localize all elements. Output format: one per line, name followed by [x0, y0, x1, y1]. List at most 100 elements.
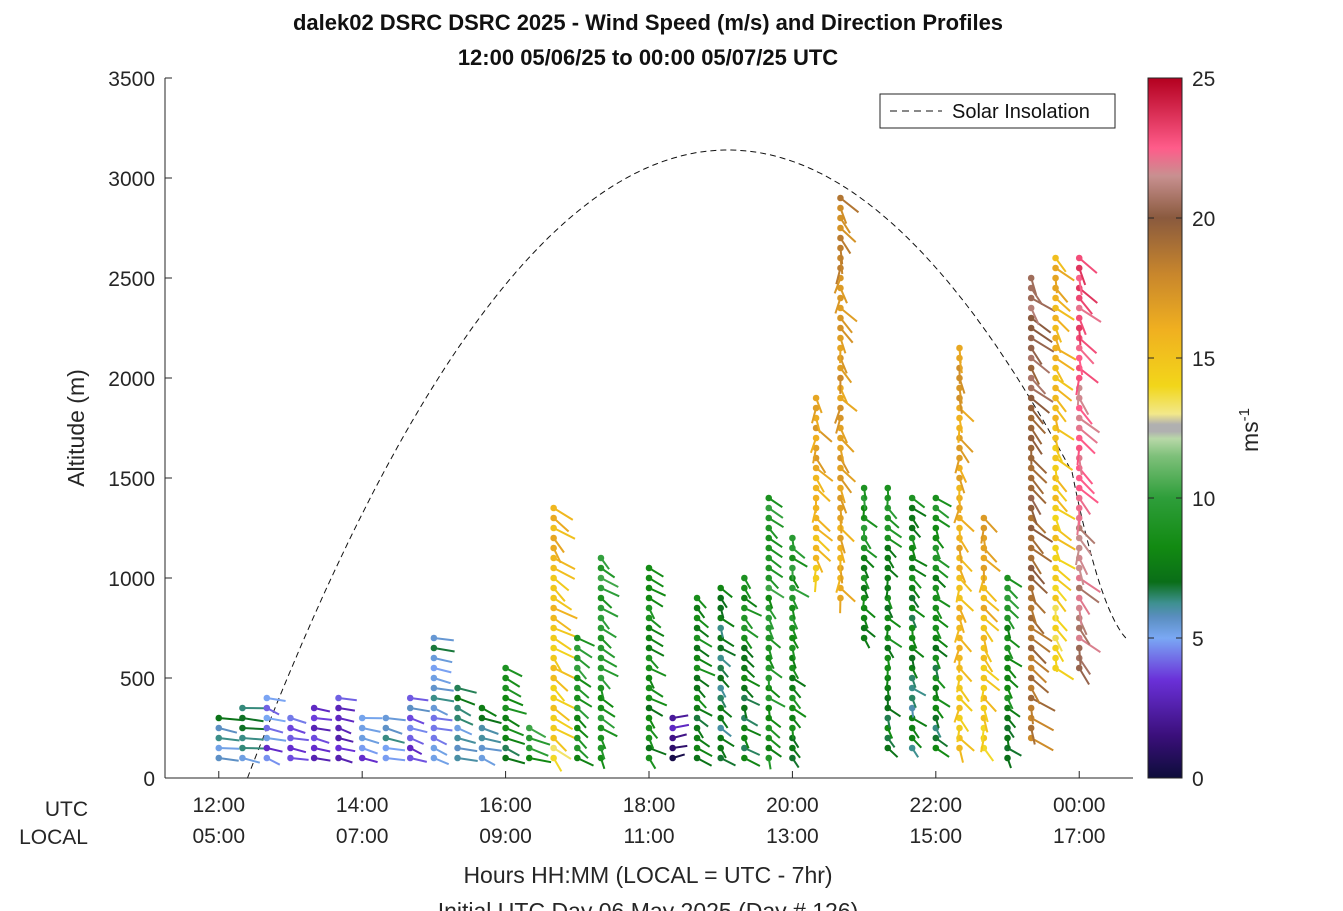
x-axis: 12:00 05:00 14:00 07:00 16:00 09:00 18:00 11:00…: [192, 771, 1106, 848]
wind-point: [956, 414, 963, 422]
wind-point: [502, 724, 509, 732]
wind-stick: [815, 527, 834, 542]
x-tick-label-utc: 14:00: [336, 794, 389, 817]
wind-point: [789, 554, 796, 562]
wind-point: [645, 684, 653, 692]
wind-point: [741, 584, 748, 592]
wind-point: [837, 314, 844, 322]
colorbar-unit: ms: [1237, 421, 1263, 452]
wind-point: [502, 714, 509, 722]
wind-point: [1052, 324, 1059, 332]
wind-point: [669, 754, 676, 762]
wind-point: [502, 734, 509, 742]
wind-point: [908, 574, 916, 582]
wind-stick: [1030, 547, 1053, 563]
wind-point: [1052, 534, 1059, 542]
wind-point: [454, 734, 461, 742]
wind-point: [550, 544, 557, 552]
wind-point: [741, 664, 748, 672]
wind-point: [789, 534, 796, 542]
x-tick-label-utc: 20:00: [766, 794, 819, 817]
wind-point: [310, 704, 318, 712]
wind-point: [741, 724, 748, 732]
wind-point: [765, 584, 773, 592]
plot-area: [165, 78, 1133, 778]
wind-stick: [1078, 537, 1092, 555]
wind-point: [908, 614, 916, 622]
wind-point: [1075, 584, 1083, 592]
wind-point: [765, 504, 773, 512]
wind-point: [884, 604, 892, 612]
wind-point: [550, 754, 557, 762]
wind-point: [550, 684, 557, 692]
wind-point: [741, 734, 748, 742]
wind-point: [884, 734, 892, 742]
wind-stick: [457, 757, 478, 762]
wind-point: [956, 574, 963, 582]
wind-point: [358, 754, 366, 762]
wind-point: [1004, 724, 1011, 732]
wind-profile: [382, 714, 406, 762]
wind-stick: [1078, 297, 1093, 315]
wind-point: [837, 214, 844, 222]
wind-stick: [600, 587, 620, 598]
wind-point: [1027, 434, 1035, 442]
wind-point: [765, 634, 773, 642]
wind-stick: [528, 737, 551, 746]
wind-point: [1027, 534, 1035, 542]
wind-stick: [457, 747, 478, 753]
wind-point: [1052, 304, 1059, 312]
wind-point: [980, 594, 988, 602]
wind-point: [717, 734, 725, 742]
wind-point: [884, 654, 892, 662]
wind-stick: [1078, 637, 1101, 654]
wind-point: [1075, 324, 1083, 332]
wind-point: [1075, 494, 1083, 502]
wind-point: [1052, 434, 1059, 442]
wind-point: [669, 724, 676, 732]
wind-stick: [1030, 537, 1045, 555]
wind-stick: [1054, 377, 1074, 391]
wind-point: [1052, 634, 1059, 642]
wind-point: [645, 704, 653, 712]
wind-point: [1075, 634, 1083, 642]
wind-point: [550, 564, 557, 572]
wind-point: [573, 754, 581, 762]
wind-stick: [1030, 407, 1045, 425]
wind-point: [956, 694, 963, 702]
wind-point: [884, 554, 892, 562]
wind-point: [860, 594, 868, 602]
wind-point: [1052, 394, 1059, 402]
wind-stick: [983, 677, 1001, 692]
wind-profile: [525, 724, 552, 764]
wind-point: [597, 644, 605, 652]
wind-point: [335, 754, 342, 762]
wind-point: [980, 514, 988, 522]
wind-point: [837, 404, 844, 412]
wind-point: [550, 624, 557, 632]
wind-stick: [815, 467, 834, 482]
wind-point: [884, 614, 892, 622]
wind-point: [1075, 594, 1083, 602]
wind-point: [1075, 344, 1083, 352]
wind-point: [1052, 374, 1059, 382]
wind-point: [860, 624, 868, 632]
wind-point: [765, 644, 773, 652]
wind-point: [1052, 624, 1059, 632]
wind-point: [1004, 624, 1011, 632]
wind-point: [908, 644, 916, 652]
wind-point: [478, 714, 486, 722]
wind-point: [980, 624, 988, 632]
wind-point: [1075, 504, 1083, 512]
wind-point: [550, 594, 557, 602]
wind-point: [956, 584, 963, 592]
wind-point: [645, 744, 653, 752]
wind-point: [789, 694, 796, 702]
wind-point: [502, 704, 509, 712]
y-tick-label: 2000: [108, 368, 155, 391]
wind-point: [956, 454, 963, 462]
wind-profile: [550, 504, 578, 772]
x-tick-label-local: 13:00: [766, 825, 819, 848]
wind-point: [597, 624, 605, 632]
wind-profiles-layer: [215, 194, 1102, 772]
